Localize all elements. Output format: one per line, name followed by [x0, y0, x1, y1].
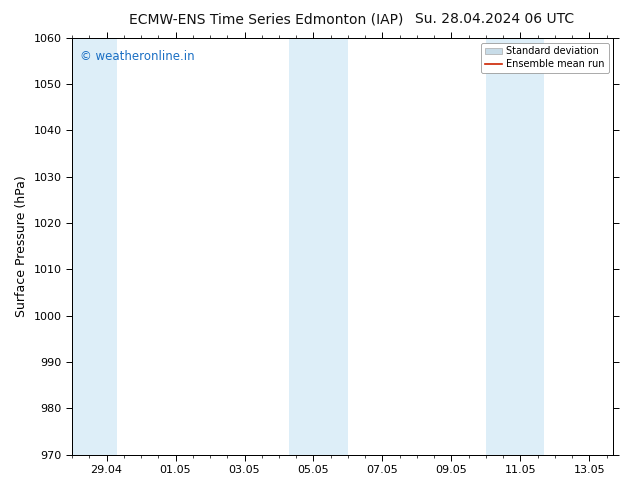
Text: © weatheronline.in: © weatheronline.in: [81, 50, 195, 63]
Text: ECMW-ENS Time Series Edmonton (IAP): ECMW-ENS Time Series Edmonton (IAP): [129, 12, 403, 26]
Bar: [486, 38, 545, 455]
Legend: Standard deviation, Ensemble mean run: Standard deviation, Ensemble mean run: [481, 43, 609, 74]
Text: Su. 28.04.2024 06 UTC: Su. 28.04.2024 06 UTC: [415, 12, 574, 26]
Bar: [72, 38, 117, 455]
Bar: [289, 38, 348, 455]
Y-axis label: Surface Pressure (hPa): Surface Pressure (hPa): [15, 175, 28, 317]
